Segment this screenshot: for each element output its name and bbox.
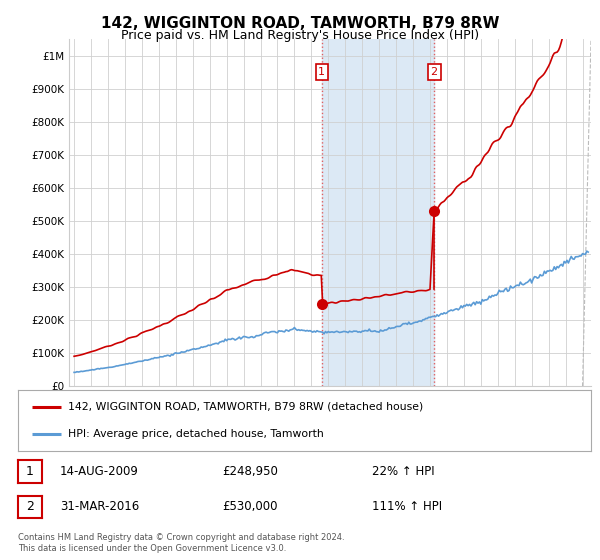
- Text: HPI: Average price, detached house, Tamworth: HPI: Average price, detached house, Tamw…: [68, 430, 324, 440]
- Text: 31-MAR-2016: 31-MAR-2016: [60, 500, 139, 514]
- Text: £530,000: £530,000: [222, 500, 277, 514]
- Text: Price paid vs. HM Land Registry's House Price Index (HPI): Price paid vs. HM Land Registry's House …: [121, 29, 479, 42]
- Text: 14-AUG-2009: 14-AUG-2009: [60, 465, 139, 478]
- Text: 22% ↑ HPI: 22% ↑ HPI: [372, 465, 434, 478]
- Text: 142, WIGGINTON ROAD, TAMWORTH, B79 8RW (detached house): 142, WIGGINTON ROAD, TAMWORTH, B79 8RW (…: [68, 402, 424, 412]
- Text: 1: 1: [26, 465, 34, 478]
- Bar: [322, 39, 434, 386]
- Text: 142, WIGGINTON ROAD, TAMWORTH, B79 8RW: 142, WIGGINTON ROAD, TAMWORTH, B79 8RW: [101, 16, 499, 31]
- Text: £248,950: £248,950: [222, 465, 278, 478]
- Text: 111% ↑ HPI: 111% ↑ HPI: [372, 500, 442, 514]
- Text: 2: 2: [431, 67, 438, 77]
- Text: Contains HM Land Registry data © Crown copyright and database right 2024.
This d: Contains HM Land Registry data © Crown c…: [18, 533, 344, 553]
- Text: 1: 1: [319, 67, 325, 77]
- Text: 2: 2: [26, 500, 34, 514]
